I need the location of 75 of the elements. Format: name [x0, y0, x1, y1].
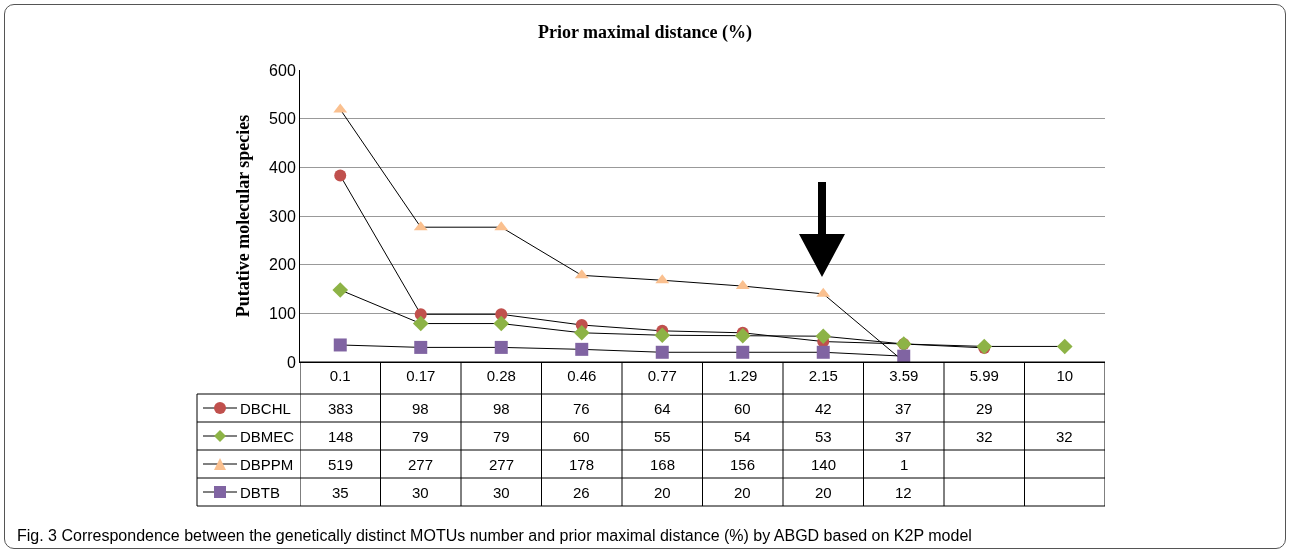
data-label: 37 [895, 400, 912, 417]
data-label: 277 [408, 456, 434, 473]
data-label: 60 [734, 400, 751, 417]
x-tick-label: 0.46 [567, 367, 597, 384]
data-label: 140 [811, 456, 837, 473]
y-tick-label: 200 [269, 256, 296, 274]
data-label: 54 [734, 428, 751, 445]
x-tick-label: 0.77 [647, 367, 677, 384]
legend-label: DBTB [240, 484, 281, 501]
data-label: 76 [573, 400, 590, 417]
data-label: 98 [412, 400, 429, 417]
data-label: 26 [573, 484, 590, 501]
x-tick-label: 0.28 [486, 367, 516, 384]
point [333, 338, 347, 352]
data-label: 29 [976, 400, 993, 417]
legend-label: DBCHL [240, 400, 291, 417]
y-tick-label: 400 [269, 158, 296, 176]
data-label: 32 [976, 428, 993, 445]
x-tick-label: 2.15 [808, 367, 838, 384]
point [655, 345, 669, 359]
data-label: 60 [573, 428, 590, 445]
point [815, 328, 832, 345]
data-label: 168 [650, 456, 676, 473]
point [1056, 338, 1073, 355]
legend-label: DBMEC [240, 428, 295, 445]
y-tick-label: 100 [269, 304, 296, 322]
x-tick-label: 5.99 [969, 367, 999, 384]
data-label: 30 [493, 484, 510, 501]
data-label: 277 [489, 456, 515, 473]
data-label: 20 [734, 484, 751, 501]
data-label: 79 [493, 428, 510, 445]
x-tick-label: 3.59 [889, 367, 919, 384]
chart-title: Prior maximal distance (%) [537, 22, 753, 44]
data-label: 42 [815, 400, 832, 417]
y-tick-label: 600 [269, 61, 296, 79]
data-label: 156 [730, 456, 756, 473]
data-label: 55 [654, 428, 671, 445]
data-label: 79 [412, 428, 429, 445]
x-tick-label: 0.17 [406, 367, 436, 384]
data-label: 64 [654, 400, 671, 417]
point [734, 327, 751, 344]
x-tick-label: 1.29 [728, 367, 758, 384]
data-label: 53 [815, 428, 832, 445]
data-label: 148 [328, 428, 354, 445]
x-tick-label: 0.1 [329, 367, 351, 384]
point [334, 169, 347, 182]
point [494, 340, 508, 354]
caption: Fig. 3 Correspondence between the genetically distinct MOTUs number and prior maximal distance (%) by ABGD based on K2P model [17, 527, 972, 544]
data-label: 178 [569, 456, 595, 473]
y-axis-title: Putative molecular species [233, 114, 254, 318]
point [412, 315, 429, 332]
data-label: 12 [895, 484, 912, 501]
point [654, 327, 671, 344]
data-label: 32 [1056, 428, 1073, 445]
data-label: 20 [654, 484, 671, 501]
point [332, 282, 349, 298]
data-label: 98 [493, 400, 510, 417]
point [573, 325, 590, 341]
point [816, 345, 830, 359]
y-tick-label: 500 [269, 110, 296, 128]
x-tick-label: 10 [1056, 367, 1074, 384]
data-label: 383 [328, 400, 354, 417]
point [414, 340, 428, 354]
data-label: 30 [412, 484, 429, 501]
data-label: 35 [332, 484, 349, 501]
legend-label: DBPPM [240, 456, 294, 473]
point [736, 345, 750, 359]
y-tick-label: 300 [269, 207, 296, 225]
data-label: 1 [900, 456, 909, 473]
data-label: 20 [815, 484, 832, 501]
y-tick-label: 0 [286, 353, 296, 371]
data-label: 519 [328, 456, 354, 473]
data-label: 37 [895, 428, 912, 445]
point [575, 342, 589, 356]
point [493, 315, 510, 332]
